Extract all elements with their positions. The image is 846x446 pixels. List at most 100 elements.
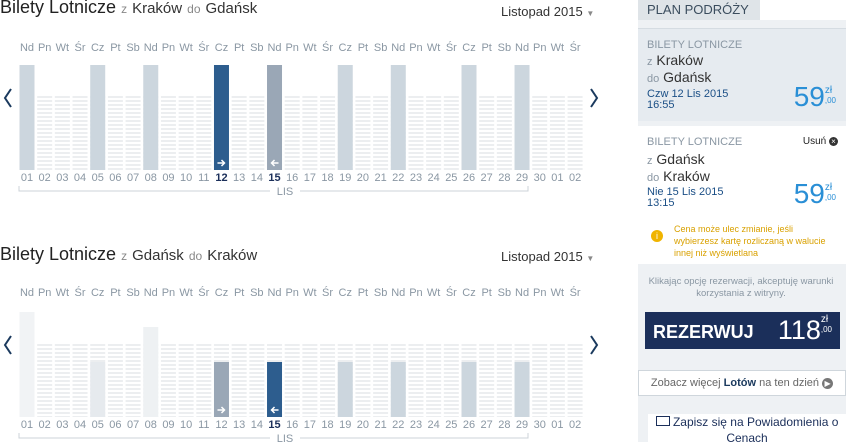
day-bar[interactable] bbox=[267, 362, 283, 417]
day-bar[interactable] bbox=[19, 65, 35, 170]
date: 18 bbox=[321, 172, 333, 184]
weekday: Śr bbox=[322, 286, 333, 299]
column-bg bbox=[178, 95, 194, 170]
date: 20 bbox=[357, 172, 369, 184]
column-bg bbox=[567, 95, 583, 170]
weekday: Sb bbox=[250, 287, 263, 299]
day-bar[interactable] bbox=[213, 362, 229, 417]
remove[interactable]: Usuń × bbox=[803, 136, 838, 147]
column-bg bbox=[37, 95, 53, 170]
weekday: Pn bbox=[162, 42, 175, 54]
day-bar[interactable] bbox=[461, 65, 477, 170]
month-select[interactable]: Listopad 2015 ▼ bbox=[501, 249, 595, 264]
column-bg bbox=[249, 342, 265, 417]
prev-arrow[interactable] bbox=[3, 88, 12, 108]
date: 01 bbox=[551, 172, 563, 184]
column-bg bbox=[37, 342, 53, 417]
day-bar[interactable] bbox=[19, 312, 35, 417]
month-label: LIS bbox=[277, 186, 294, 198]
weekday: Wt bbox=[179, 287, 192, 299]
date: 12 bbox=[215, 172, 227, 184]
price: 59 bbox=[793, 178, 825, 209]
title: Bilety Lotnicze bbox=[0, 0, 117, 17]
more-flights-link[interactable]: Zobacz więcej Lotów na ten dzień ▶ bbox=[638, 370, 846, 396]
notice-box: i Cena może ulec zmianie, jeśli wybierze… bbox=[638, 220, 846, 264]
date: 29 bbox=[516, 419, 528, 431]
cents: ,00 bbox=[824, 193, 836, 202]
day-bar[interactable] bbox=[213, 65, 229, 170]
weekday: Nd bbox=[267, 287, 281, 299]
weekday: Śr bbox=[198, 41, 209, 54]
day-bar[interactable] bbox=[514, 65, 530, 170]
label: BILETY LOTNICZE bbox=[647, 39, 743, 51]
column-bg bbox=[125, 95, 141, 170]
weekday: Nd bbox=[515, 287, 529, 299]
month-select[interactable]: Listopad 2015 ▼ bbox=[501, 4, 595, 19]
column-bg bbox=[107, 95, 123, 170]
weekday: Pn bbox=[533, 287, 546, 299]
day-bar[interactable] bbox=[90, 65, 106, 170]
date: 26 bbox=[463, 172, 475, 184]
date: 25 bbox=[445, 419, 457, 431]
date: 16 bbox=[286, 419, 298, 431]
day-bar[interactable] bbox=[337, 362, 353, 417]
day-bar[interactable] bbox=[390, 362, 406, 417]
column-bg bbox=[54, 95, 70, 170]
date: 22 bbox=[392, 172, 404, 184]
column-bg bbox=[496, 342, 512, 417]
direction-icon bbox=[217, 159, 226, 167]
book-button[interactable]: REZERWUJ 118zł ,00 bbox=[645, 312, 840, 349]
date: 02 bbox=[569, 419, 581, 431]
day-bar[interactable] bbox=[90, 362, 106, 417]
date: 06 bbox=[109, 172, 121, 184]
weekday: Śr bbox=[198, 286, 209, 299]
day-bar[interactable] bbox=[267, 65, 283, 170]
day-bar[interactable] bbox=[461, 362, 477, 417]
currency: zł bbox=[824, 182, 833, 193]
date: 21 bbox=[374, 419, 386, 431]
weekday: Wt bbox=[56, 42, 69, 54]
weekday: Pn bbox=[285, 287, 298, 299]
info-icon: i bbox=[651, 230, 663, 242]
date: 11 bbox=[198, 172, 209, 184]
date: 23 bbox=[410, 419, 422, 431]
month-bracket bbox=[18, 186, 529, 192]
weekday: Cz bbox=[215, 287, 228, 299]
date: 30 bbox=[534, 419, 546, 431]
day-bar[interactable] bbox=[390, 65, 406, 170]
next-arrow[interactable] bbox=[590, 335, 599, 355]
time: 13:15 bbox=[647, 197, 675, 209]
column-bg bbox=[302, 95, 318, 170]
date: 16 bbox=[286, 172, 298, 184]
column-bg bbox=[532, 342, 548, 417]
day-bar[interactable] bbox=[143, 65, 159, 170]
weekday: Pn bbox=[409, 42, 422, 54]
day-bar[interactable] bbox=[514, 362, 530, 417]
date: 13 bbox=[233, 419, 245, 431]
weekday: Sb bbox=[126, 287, 139, 299]
day-bar[interactable] bbox=[337, 65, 353, 170]
column-bg bbox=[355, 342, 371, 417]
date: 03 bbox=[56, 172, 68, 184]
month: Listopad 2015 bbox=[501, 249, 583, 264]
date: 12 bbox=[215, 419, 227, 431]
date: 07 bbox=[127, 419, 139, 431]
date: 25 bbox=[445, 172, 457, 184]
date: 30 bbox=[534, 172, 546, 184]
weekday: Śr bbox=[75, 286, 86, 299]
weekday: Pn bbox=[162, 287, 175, 299]
weekday: Cz bbox=[462, 287, 475, 299]
from-city: Kraków bbox=[132, 0, 183, 17]
weekday: Cz bbox=[339, 287, 352, 299]
day-bar[interactable] bbox=[143, 327, 159, 417]
next-arrow[interactable] bbox=[590, 88, 599, 108]
column-bg bbox=[408, 95, 424, 170]
cents: ,00 bbox=[824, 96, 836, 105]
from-word: z bbox=[121, 2, 128, 16]
date: 07 bbox=[127, 172, 139, 184]
prev-arrow[interactable] bbox=[3, 335, 12, 355]
date: 08 bbox=[145, 172, 157, 184]
notice: Cena może ulec zmianie, jeśli wybierzesz… bbox=[674, 224, 826, 258]
weekday: Nd bbox=[144, 287, 158, 299]
alerts-link[interactable]: Zapisz się na Powiadomienia o Cenach bbox=[648, 414, 846, 446]
